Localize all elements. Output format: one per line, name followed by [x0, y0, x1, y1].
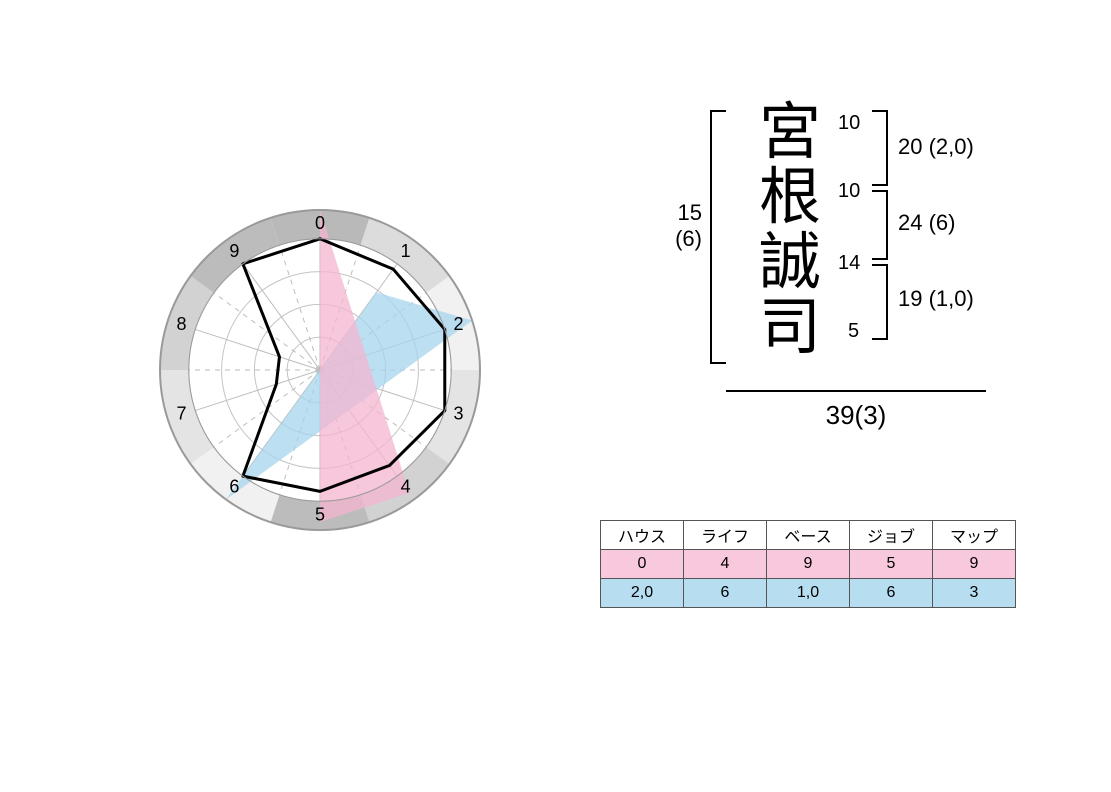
- table-cell: 9: [933, 550, 1016, 579]
- table-header-row: ハウス ライフ ベース ジョブ マップ: [601, 521, 1016, 550]
- left-sum: 15 (6): [632, 200, 702, 253]
- table-row: 04959: [601, 550, 1016, 579]
- radar-chart: 0 1 2 3 4 5 6 7 8 9: [120, 170, 520, 570]
- summary-table: ハウス ライフ ベース ジョブ マップ 049592,061,063: [600, 520, 1016, 608]
- radar-axis-label: 4: [401, 477, 411, 497]
- bracket-left: [710, 110, 726, 364]
- radar-axis-label: 3: [453, 404, 463, 424]
- table-cell: 0: [601, 550, 684, 579]
- table-row: 2,061,063: [601, 579, 1016, 608]
- left-sum-sub: (6): [675, 226, 702, 251]
- radar-axis-label: 7: [177, 404, 187, 424]
- table-cell: 9: [767, 550, 850, 579]
- stroke-count-0: 10: [838, 112, 860, 135]
- col-life: ライフ: [684, 521, 767, 550]
- radar-axis-label: 5: [315, 504, 325, 524]
- radar-axis-label: 6: [229, 477, 239, 497]
- name-char-2: 誠: [750, 230, 830, 295]
- right-sum-0: 20 (2,0): [898, 134, 974, 160]
- radar-axis-label: 2: [453, 314, 463, 334]
- table-cell: 3: [933, 579, 1016, 608]
- bracket-right-0: [872, 110, 888, 186]
- radar-svg: 0 1 2 3 4 5 6 7 8 9: [120, 170, 520, 570]
- table-cell: 6: [850, 579, 933, 608]
- bracket-right-2: [872, 264, 888, 340]
- stroke-count-3: 5: [848, 320, 859, 343]
- radar-axis-label: 8: [177, 314, 187, 334]
- table-cell: 1,0: [767, 579, 850, 608]
- name-char-3: 司: [750, 295, 830, 360]
- radar-axis-label: 0: [315, 213, 325, 233]
- radar-axis-label: 1: [401, 241, 411, 261]
- stroke-count-1: 10: [838, 180, 860, 203]
- col-house: ハウス: [601, 521, 684, 550]
- page: 0123456789 15 (6) 宮 根 誠 司 10 10 14 5 20 …: [0, 0, 1111, 792]
- left-sum-value: 15: [678, 200, 702, 225]
- table-cell: 2,0: [601, 579, 684, 608]
- bracket-right-1: [872, 190, 888, 260]
- stroke-count-2: 14: [838, 252, 860, 275]
- total: 39(3): [726, 400, 986, 431]
- name-char-0: 宮: [750, 100, 830, 165]
- col-map: マップ: [933, 521, 1016, 550]
- right-sum-2: 19 (1,0): [898, 286, 974, 312]
- table-cell: 6: [684, 579, 767, 608]
- name-block: 15 (6) 宮 根 誠 司 10 10 14 5 20 (2,0) 24 (6…: [620, 100, 1060, 420]
- name-char-1: 根: [750, 165, 830, 230]
- col-job: ジョブ: [850, 521, 933, 550]
- total-divider: [726, 390, 986, 392]
- radar-axis-label: 9: [229, 241, 239, 261]
- table-cell: 5: [850, 550, 933, 579]
- table-cell: 4: [684, 550, 767, 579]
- right-sum-1: 24 (6): [898, 210, 955, 236]
- name-characters: 宮 根 誠 司: [750, 100, 830, 360]
- col-base: ベース: [767, 521, 850, 550]
